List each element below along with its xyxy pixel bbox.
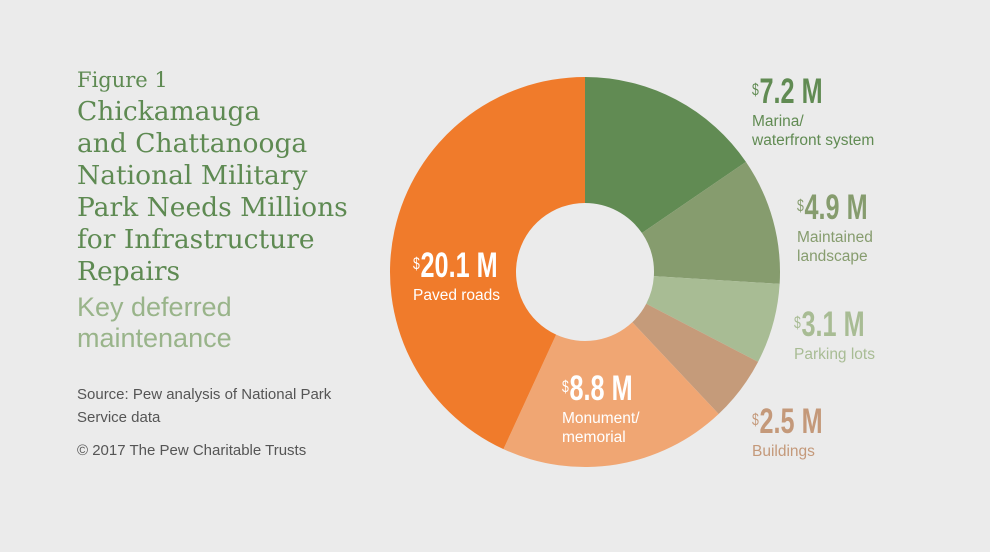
currency-symbol: $ (752, 80, 759, 99)
category-line: Maintained (797, 229, 873, 246)
data-label-value: $2.5 M (752, 404, 823, 440)
title-line: Repairs (77, 256, 181, 287)
currency-symbol: $ (562, 377, 569, 396)
data-label-value: $3.1 M (794, 307, 865, 343)
data-label-value: $8.8 M (562, 371, 633, 407)
value-text: 7.2 M (759, 72, 823, 111)
data-label-value: $7.2 M (752, 74, 840, 110)
figure-subtitle: Key deferred maintenance (77, 292, 377, 354)
subtitle-line: maintenance (77, 323, 232, 353)
currency-symbol: $ (794, 313, 801, 332)
value-text: 2.5 M (759, 402, 823, 441)
slice-label: $4.9 M Maintained landscape (797, 190, 895, 266)
currency-symbol: $ (797, 196, 804, 215)
category-line: landscape (797, 248, 868, 265)
data-label-category: Maintained landscape (797, 228, 895, 266)
currency-symbol: $ (413, 254, 420, 273)
subtitle-line: Key deferred (77, 292, 232, 322)
copyright-note: © 2017 The Pew Charitable Trusts (77, 442, 307, 459)
data-label-category: Parking lots (794, 345, 892, 364)
value-text: 8.8 M (569, 369, 633, 408)
category-line: Monument/ (562, 410, 640, 427)
data-label-category: Buildings (752, 442, 850, 461)
data-label-value: $4.9 M (797, 190, 868, 226)
category-line: Buildings (752, 443, 815, 460)
donut-slice-parking-lots (646, 276, 780, 362)
slice-label: $7.2 M Marina/waterfront system (752, 74, 874, 150)
value-text: 4.9 M (804, 188, 868, 227)
title-line: and Chattanooga (77, 128, 308, 159)
data-label-category: Marina/waterfront system (752, 112, 874, 150)
category-line: Marina/ (752, 113, 804, 130)
title-line: Park Needs Millions (77, 192, 348, 223)
source-note: Source: Pew analysis of National Park Se… (77, 383, 357, 429)
value-text: 20.1 M (420, 246, 498, 285)
category-line: Paved roads (413, 287, 501, 304)
title-line: Chickamauga (77, 96, 261, 127)
slice-label: $2.5 M Buildings (752, 404, 850, 461)
value-text: 3.1 M (801, 305, 865, 344)
title-line: for Infrastructure (77, 224, 315, 255)
figure-title: Chickamauga and Chattanooga National Mil… (77, 96, 377, 288)
donut-slice-buildings (632, 303, 759, 415)
donut-slice-marina-waterfront-system (585, 77, 746, 234)
donut-slice-maintained-landscape (641, 161, 780, 284)
category-line: memorial (562, 429, 626, 446)
text-panel: Figure 1 Chickamauga and Chattanooga Nat… (77, 68, 377, 459)
currency-symbol: $ (752, 410, 759, 429)
donut-slice-paved-roads (389, 76, 585, 450)
figure-label: Figure 1 (77, 68, 168, 92)
source-line: Source: Pew analysis of National Park (77, 386, 332, 403)
title-line: National Military (77, 160, 308, 191)
data-label-category: Monument/memorial (562, 409, 660, 447)
donut-slice-monument-memorial (503, 322, 719, 468)
data-label-category: Paved roads (413, 286, 530, 305)
data-label-value: $20.1 M (413, 248, 498, 284)
source-line: Service data (77, 409, 161, 426)
category-line: waterfront system (752, 132, 875, 149)
slice-label: $8.8 M Monument/memorial (562, 371, 660, 447)
category-line: Parking lots (794, 346, 875, 363)
slice-label: $20.1 M Paved roads (413, 248, 530, 305)
slice-label: $3.1 M Parking lots (794, 307, 892, 364)
